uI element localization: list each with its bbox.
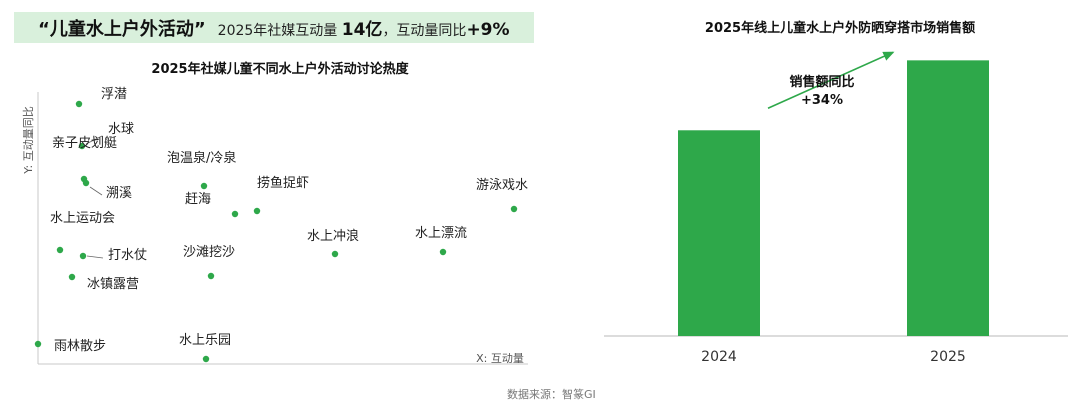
banner-growth: +9% xyxy=(466,20,510,40)
scatter-point xyxy=(82,179,90,187)
bar-2025 xyxy=(907,60,989,336)
scatter-point xyxy=(202,355,210,363)
scatter-point-label: 沙滩挖沙 xyxy=(183,245,235,260)
scatter-point-label: 浮潜 xyxy=(101,87,127,102)
banner-title: “儿童水上户外活动” xyxy=(38,18,206,40)
scatter-point xyxy=(79,252,87,260)
scatter-point xyxy=(207,272,215,280)
banner-text-1: 2025年社媒互动量 xyxy=(217,23,338,39)
bar-chart-title: 2025年线上儿童水上户外防晒穿搭市场销售额 xyxy=(704,21,976,36)
scatter-point xyxy=(510,205,518,213)
scatter-point-label: 水上运动会 xyxy=(50,211,115,226)
scatter-point xyxy=(68,273,76,281)
growth-annotation-title: 销售额同比 xyxy=(789,74,854,90)
scatter-point-label: 赶海 xyxy=(185,192,211,207)
scatter-point-label: 捞鱼捉虾 xyxy=(257,175,309,191)
scatter-point-label: 游泳戏水 xyxy=(476,178,528,193)
summary-banner: “儿童水上户外活动” 2025年社媒互动量 14亿，互动量同比+9% xyxy=(14,12,534,43)
scatter-point-label: 冰镇露营 xyxy=(87,277,139,292)
scatter-point xyxy=(78,142,86,150)
scatter-point-label: 亲子皮划艇 xyxy=(52,136,117,151)
scatter-y-label: Y: 互动量同比 xyxy=(22,106,35,174)
scatter-point-label: 水球 xyxy=(108,122,134,137)
scatter-point xyxy=(56,246,64,254)
banner-volume: 14亿 xyxy=(341,20,383,40)
scatter-x-label: X: 互动量 xyxy=(476,352,524,365)
scatter-point xyxy=(439,248,447,256)
scatter-leader-line xyxy=(89,186,103,196)
scatter-point-label: 水上乐园 xyxy=(179,333,231,348)
scatter-leader-line xyxy=(86,255,104,259)
scatter-leader-line xyxy=(85,135,103,145)
scatter-point-label: 泡温泉/冷泉 xyxy=(167,150,236,166)
bar-2024 xyxy=(678,130,760,336)
scatter-point xyxy=(331,250,339,258)
scatter-point-label: 溯溪 xyxy=(106,185,132,201)
scatter-point xyxy=(75,100,83,108)
scatter-point xyxy=(200,182,208,190)
scatter-chart-title: 2025年社媒儿童不同水上户外活动讨论热度 xyxy=(151,62,409,77)
growth-annotation-value: +34% xyxy=(801,93,843,108)
scatter-point xyxy=(231,210,239,218)
bar-category-label: 2025 xyxy=(930,349,966,365)
scatter-point-label: 雨林散步 xyxy=(54,339,106,354)
data-source: 数据来源：智篆GI xyxy=(507,388,596,401)
scatter-point-label: 水上冲浪 xyxy=(307,229,359,244)
scatter-point xyxy=(34,340,42,348)
bar-category-label: 2024 xyxy=(701,349,737,365)
banner-text: 2025年社媒互动量 14亿，互动量同比+9% xyxy=(218,15,510,40)
scatter-point xyxy=(253,207,261,215)
scatter-point-label: 打水仗 xyxy=(108,248,147,263)
banner-text-2: ，互动量同比 xyxy=(382,23,467,39)
scatter-point-label: 水上漂流 xyxy=(415,225,467,241)
growth-arrow xyxy=(767,51,895,110)
